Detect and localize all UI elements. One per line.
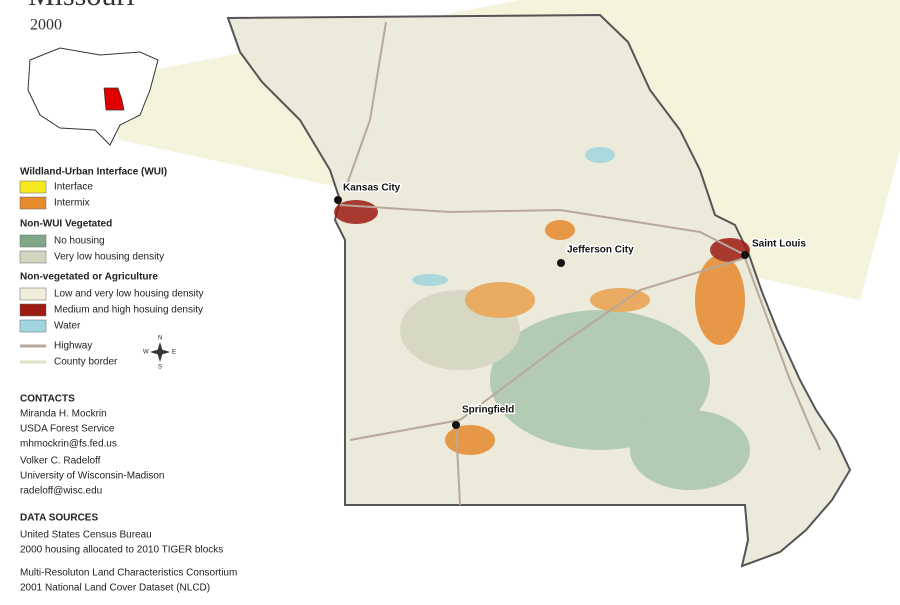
city-label: Springfield [462, 405, 514, 416]
source-line: United States Census Bureau [20, 530, 152, 541]
legend-item: County border [54, 357, 118, 368]
city-label: Kansas City [343, 183, 401, 194]
land-cover [334, 147, 750, 490]
compass: N S E W [143, 336, 176, 371]
legend-heading: Non-WUI Vegetated [20, 219, 112, 230]
legend-item: Intermix [54, 198, 90, 209]
source-line: Multi-Resoluton Land Characteristics Con… [20, 568, 237, 579]
legend-item: Highway [54, 341, 92, 352]
city-dots [334, 196, 749, 429]
legend-heading: Wildland-Urban Interface (WUI) [20, 167, 167, 178]
subtitle: 2000 [30, 17, 62, 34]
contact-line: University of Wisconsin-Madison [20, 471, 165, 482]
city-label: Jefferson City [567, 245, 634, 256]
title: Missouri [28, 0, 135, 12]
inset-map [27, 47, 159, 146]
legend-item: Water [54, 321, 81, 332]
legend-item: Low and very low housing density [54, 289, 204, 300]
contacts-heading: CONTACTS [20, 394, 75, 405]
compass-letter: S [158, 365, 162, 371]
compass-letter: N [158, 336, 162, 342]
contact-line: radeloff@wisc.edu [20, 486, 102, 497]
compass-letter: E [172, 350, 176, 356]
legend-item: Medium and high hosuing density [54, 305, 203, 316]
contact-line: USDA Forest Service [20, 424, 115, 435]
city-label: Saint Louis [752, 239, 806, 250]
highways [339, 21, 821, 506]
legend: Wildland-Urban Interface (WUI) Interface… [19, 167, 204, 368]
compass-letter: W [143, 350, 149, 356]
sources-heading: DATA SOURCES [20, 513, 98, 524]
legend-heading: Non-vegetated or Agriculture [20, 272, 158, 283]
contact-line: mhmockrin@fs.fed.us [20, 439, 117, 450]
contact-line: Volker C. Radeloff [20, 456, 101, 467]
source-line: 2001 National Land Cover Dataset (NLCD) [20, 583, 210, 594]
legend-item: No housing [54, 236, 105, 247]
contact-line: Miranda H. Mockrin [20, 409, 107, 420]
source-line: 2000 housing allocated to 2010 TIGER blo… [20, 545, 223, 556]
legend-item: Interface [54, 182, 93, 193]
legend-item: Very low housing density [54, 252, 164, 263]
